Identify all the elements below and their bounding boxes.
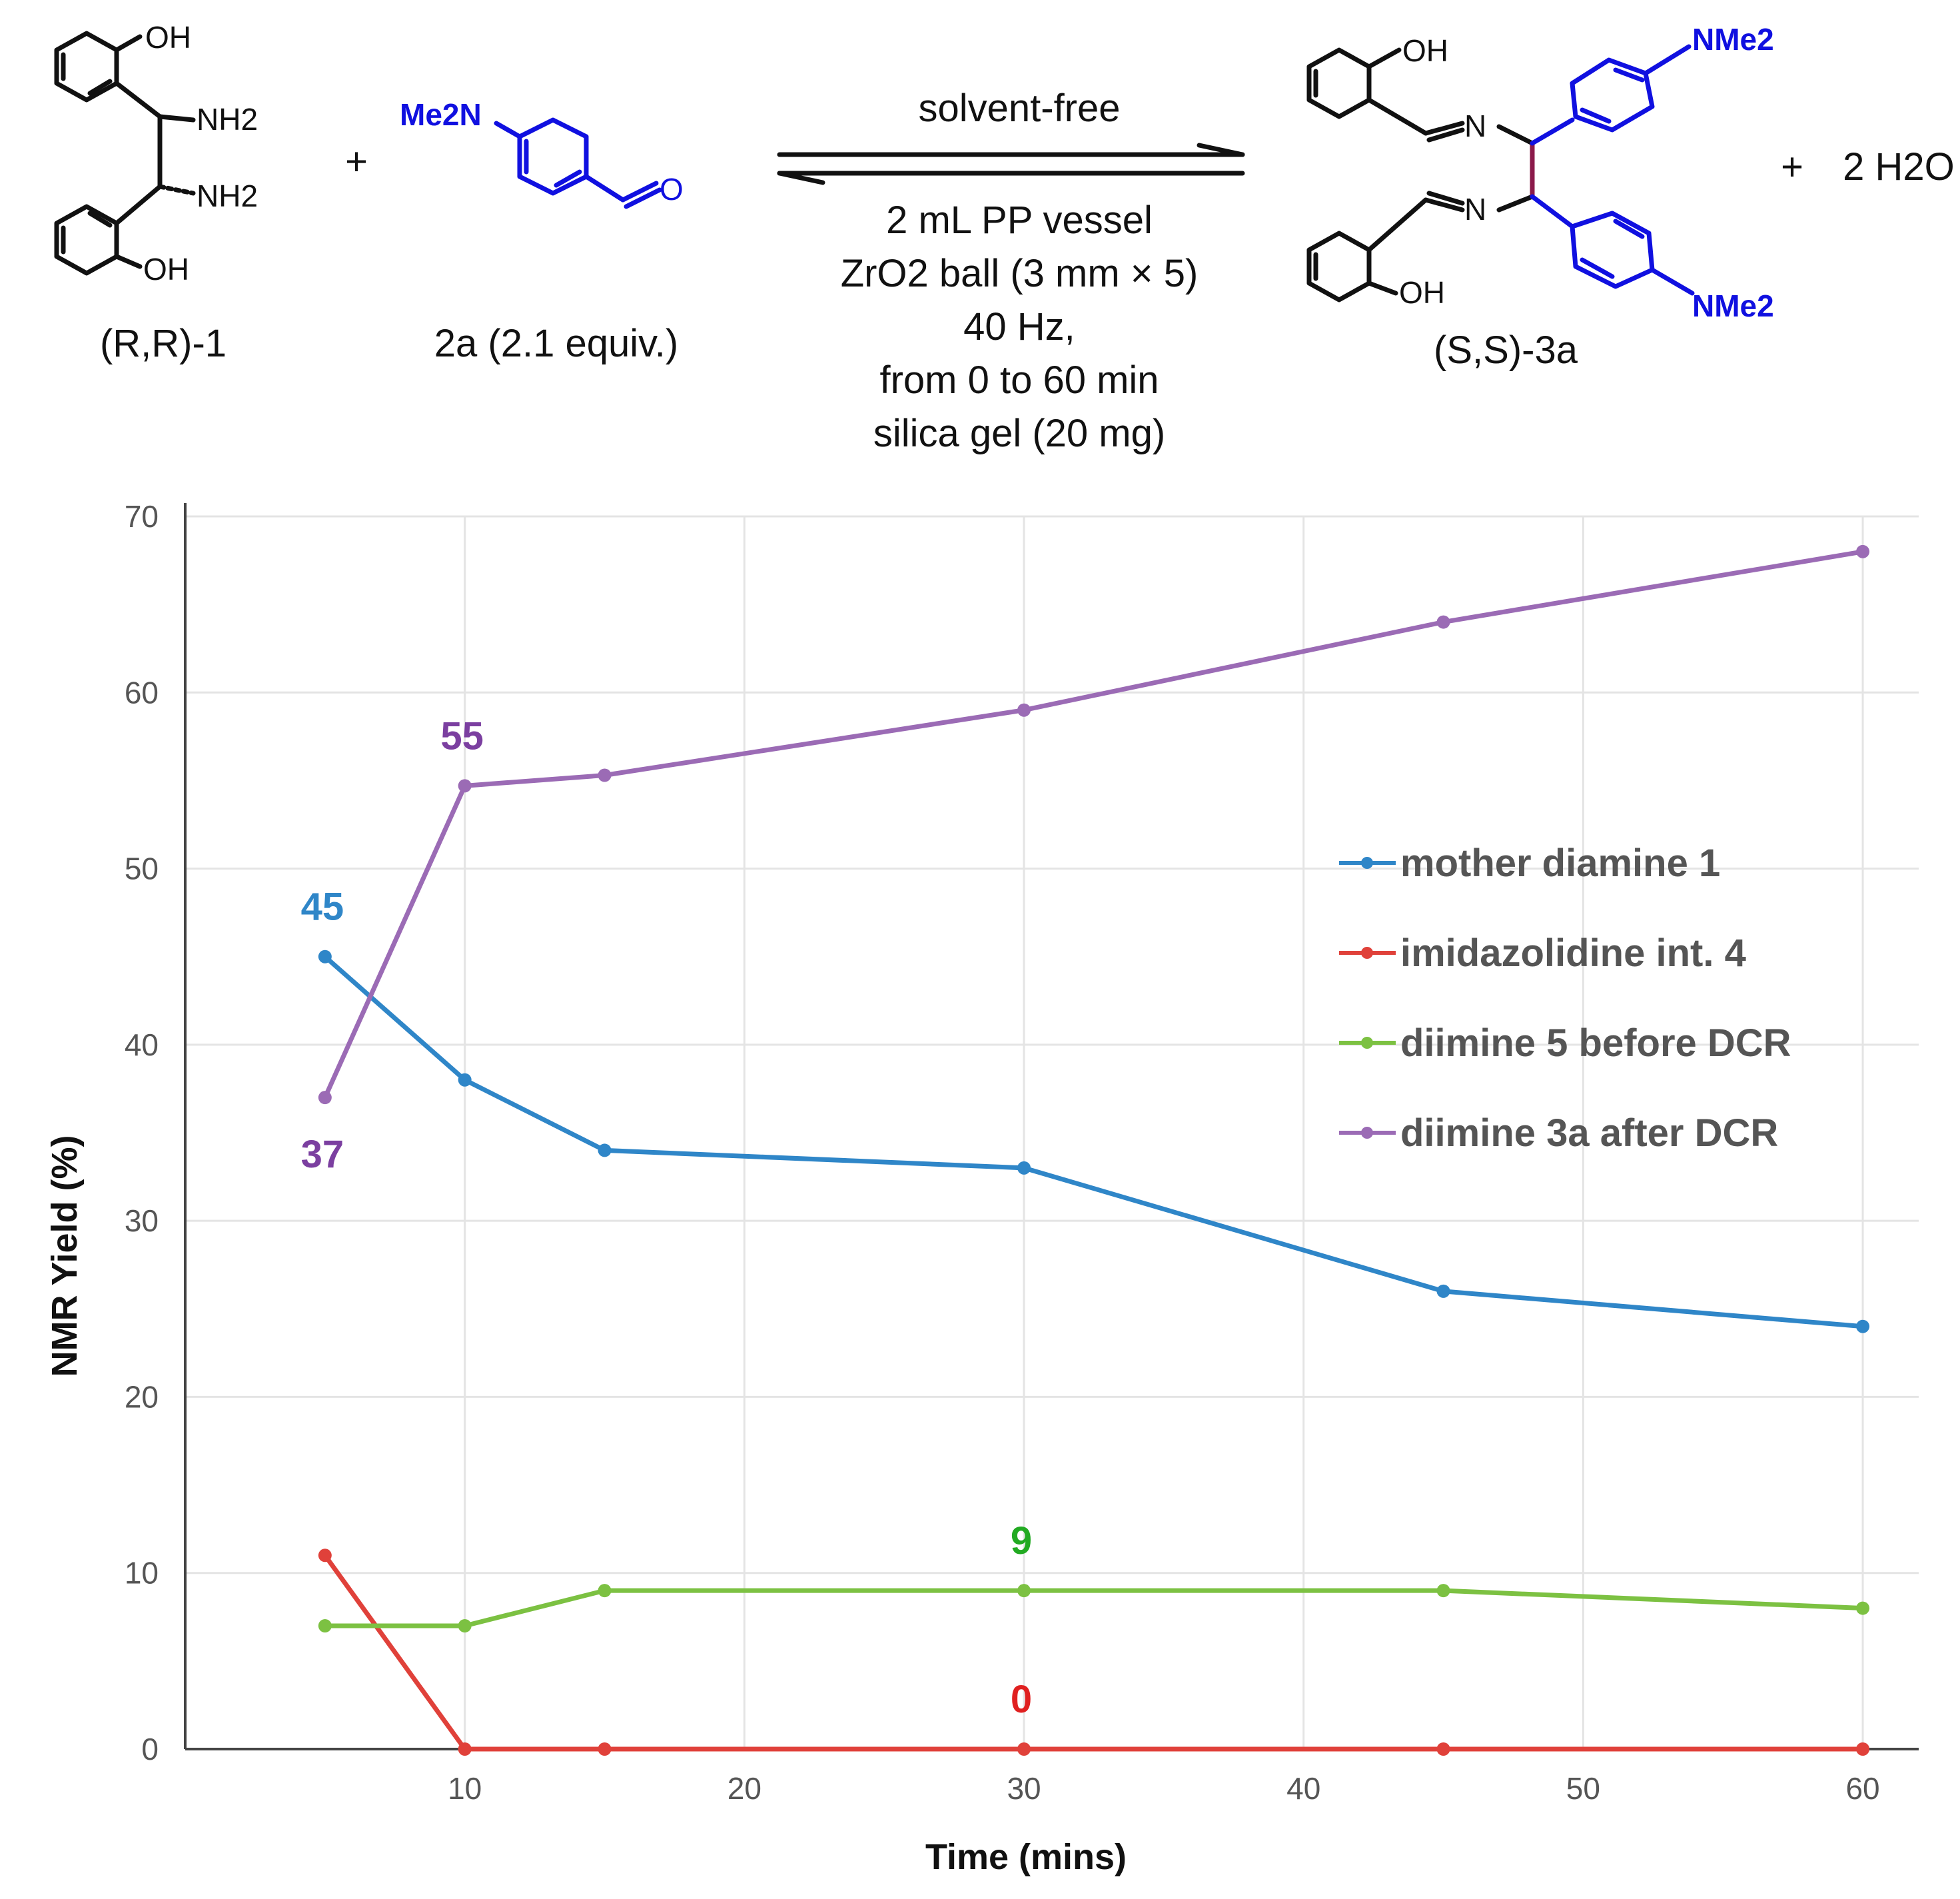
equilibrium-arrow — [777, 143, 1245, 185]
series-0-point-1 — [458, 1073, 472, 1087]
data-label-3: 9 — [1011, 1519, 1032, 1563]
series-3-point-0 — [318, 1091, 332, 1105]
x-tick-label-40: 40 — [1286, 1771, 1320, 1806]
series-0-point-2 — [598, 1143, 612, 1157]
chart-grid — [185, 515, 1919, 1750]
y-tick-label-20: 20 — [125, 1379, 159, 1414]
yield-chart: 0 10 20 30 40 50 60 70 10 20 30 40 50 60 45 37 55 9 0 mot… — [45, 499, 1919, 1877]
series-2-point-5 — [1856, 1601, 1870, 1615]
series-1-point-0 — [318, 1549, 332, 1563]
condition-line-5: silica gel (20 mg) — [873, 412, 1165, 455]
y-axis-label: NMR Yield (%) — [45, 1135, 85, 1377]
series-3-point-4 — [1436, 615, 1450, 629]
series-2-point-4 — [1436, 1584, 1450, 1598]
reaction-scheme: OH NH2 NH2 OH Me2N O OH N N OH NMe2 NMe2… — [54, 20, 1955, 455]
x-tick-label-60: 60 — [1845, 1771, 1879, 1806]
aldehyde-ring — [517, 117, 589, 196]
legend-label-0: mother diamine 1 — [1400, 842, 1720, 885]
y-tick-label-0: 0 — [141, 1732, 159, 1766]
atom-nh2-bottom: NH2 — [197, 179, 258, 213]
atom-oh-top: OH — [145, 20, 191, 55]
data-label-0: 45 — [301, 886, 344, 929]
product-atom-nme2-top: NMe2 — [1692, 22, 1774, 57]
series-3-point-5 — [1856, 544, 1870, 558]
series-0-point-0 — [318, 950, 332, 963]
series-2-point-3 — [1017, 1584, 1031, 1598]
y-tick-label-10: 10 — [125, 1556, 159, 1590]
x-tick-label-20: 20 — [728, 1771, 761, 1806]
series-2-point-0 — [318, 1619, 332, 1632]
series-2-point-2 — [598, 1584, 612, 1598]
series-0-point-5 — [1856, 1319, 1870, 1333]
condition-above-arrow: solvent-free — [918, 87, 1120, 130]
product-atom-n-top: N — [1464, 109, 1486, 143]
series-0-point-3 — [1017, 1161, 1031, 1175]
product-aryl-ring-top — [1570, 57, 1655, 133]
legend-label-1: imidazolidine int. 4 — [1400, 932, 1746, 975]
data-label-4: 0 — [1011, 1678, 1032, 1721]
x-axis-label: Time (mins) — [925, 1837, 1127, 1877]
series-line-3 — [322, 549, 1865, 1100]
plus-sign-1: + — [345, 140, 368, 183]
atom-nh2-top: NH2 — [197, 102, 258, 137]
series-1-point-4 — [1436, 1742, 1450, 1756]
x-tick-label-10: 10 — [448, 1771, 482, 1806]
product-atom-oh-top: OH — [1402, 33, 1448, 68]
legend-marker-2 — [1361, 1037, 1373, 1049]
chart-series — [318, 544, 1870, 1756]
chart-data-labels: 45 37 55 9 0 — [301, 714, 1033, 1721]
series-line-0 — [322, 954, 1865, 1329]
series-3-point-2 — [598, 768, 612, 782]
product-atom-n-bottom: N — [1464, 192, 1486, 227]
series-line-1 — [322, 1553, 1865, 1752]
series-line-2 — [322, 1588, 1865, 1628]
legend-marker-3 — [1361, 1127, 1373, 1139]
reactant1-label: (R,R)-1 — [100, 322, 227, 365]
reactant2-label: 2a (2.1 equiv.) — [434, 322, 678, 365]
condition-line-3: 40 Hz, — [963, 305, 1075, 348]
y-tick-label-40: 40 — [125, 1027, 159, 1062]
x-tick-label-50: 50 — [1566, 1771, 1600, 1806]
series-2-point-1 — [458, 1619, 472, 1632]
legend-marker-0 — [1361, 857, 1373, 869]
product-atom-oh-bottom: OH — [1399, 275, 1445, 310]
chart-legend: mother diamine 1 imidazolidine int. 4 diim… — [1339, 842, 1791, 1155]
atom-oh-bottom: OH — [143, 252, 189, 287]
legend-marker-1 — [1361, 947, 1373, 959]
data-label-1: 37 — [301, 1133, 344, 1176]
condition-line-4: from 0 to 60 min — [879, 358, 1159, 402]
legend-label-3: diimine 3a after DCR — [1400, 1111, 1778, 1155]
y-tick-label-60: 60 — [125, 675, 159, 710]
product-atom-nme2-bottom: NMe2 — [1692, 289, 1774, 323]
atom-o: O — [660, 172, 684, 207]
x-tick-label-30: 30 — [1007, 1771, 1041, 1806]
y-tick-label-50: 50 — [125, 852, 159, 886]
condition-line-2: ZrO2 ball (3 mm × 5) — [841, 252, 1199, 295]
series-1-point-2 — [598, 1742, 612, 1756]
condition-line-1: 2 mL PP vessel — [886, 199, 1153, 242]
series-3-point-1 — [458, 779, 472, 793]
series-1-point-1 — [458, 1742, 472, 1756]
data-label-2: 55 — [440, 714, 484, 758]
series-3-point-3 — [1017, 703, 1031, 717]
legend-label-2: diimine 5 before DCR — [1400, 1021, 1791, 1065]
series-1-point-3 — [1017, 1742, 1031, 1756]
y-tick-label-30: 30 — [125, 1203, 159, 1238]
series-0-point-4 — [1436, 1284, 1450, 1298]
series-1-point-5 — [1856, 1742, 1870, 1756]
y-tick-label-70: 70 — [125, 499, 159, 534]
plus-sign-2: + — [1781, 145, 1803, 189]
chart-ticks: 0 10 20 30 40 50 60 70 10 20 30 40 50 60 — [125, 499, 1880, 1806]
byproduct-water: 2 H2O — [1843, 145, 1955, 189]
aldehyde-me2n-group: Me2N — [400, 97, 482, 132]
product-label: (S,S)-3a — [1434, 328, 1578, 372]
